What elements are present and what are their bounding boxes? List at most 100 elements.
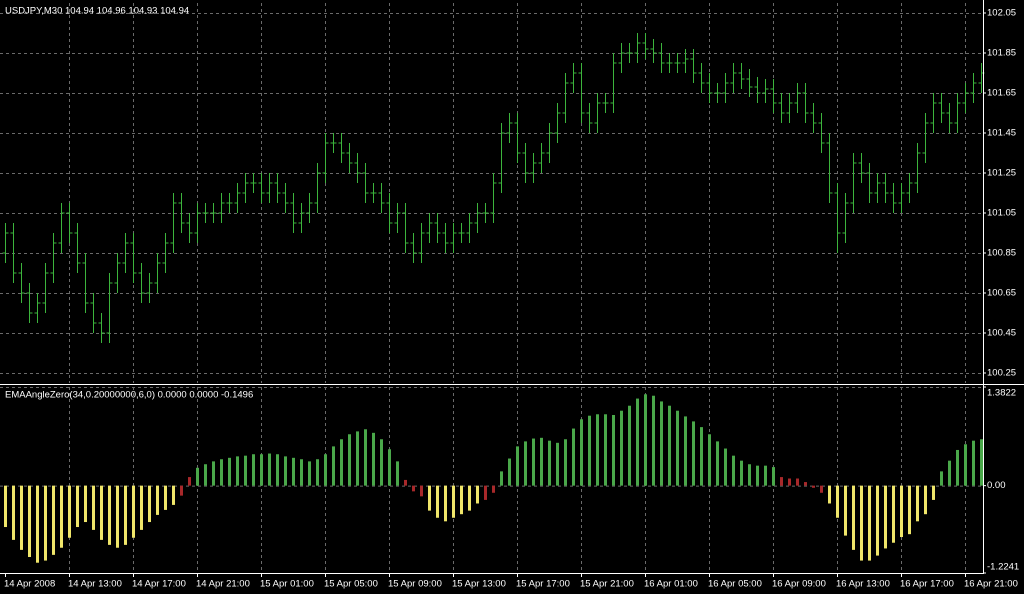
histogram-bar — [860, 485, 863, 561]
histogram-bar — [388, 449, 391, 486]
histogram-bar — [924, 485, 927, 515]
histogram-bar — [228, 457, 231, 486]
histogram-bar — [620, 410, 623, 486]
histogram-bar — [364, 429, 367, 486]
histogram-bar — [516, 446, 519, 486]
histogram-bar — [884, 485, 887, 549]
histogram-bar — [932, 485, 935, 500]
y-tick-label: -1.2241 — [987, 562, 1019, 573]
histogram-bar — [636, 398, 639, 486]
histogram-bar — [940, 471, 943, 486]
histogram-bar — [308, 461, 311, 486]
histogram-bar — [580, 419, 583, 486]
histogram-bar — [92, 485, 95, 530]
histogram-bar — [44, 485, 47, 561]
histogram-bar — [196, 467, 199, 486]
histogram-bar — [540, 437, 543, 486]
histogram-bar — [748, 464, 751, 486]
histogram-bar — [124, 485, 127, 545]
histogram-bar — [452, 485, 455, 518]
x-tick-label: 14 Apr 13:00 — [68, 579, 122, 590]
histogram-bar — [140, 485, 143, 530]
histogram-bar — [52, 485, 55, 555]
x-tick-label: 16 Apr 13:00 — [836, 579, 890, 590]
histogram-bar — [788, 478, 791, 486]
y-tick-label: 100.45 — [987, 328, 1016, 339]
histogram-bar — [4, 485, 7, 528]
histogram-bar — [964, 444, 967, 486]
x-tick-label: 15 Apr 05:00 — [324, 579, 378, 590]
histogram-bar — [468, 485, 471, 511]
histogram-bar — [428, 485, 431, 511]
histogram-bar — [948, 460, 951, 486]
histogram-bar — [532, 438, 535, 486]
y-tick-label: 101.45 — [987, 128, 1016, 139]
histogram-bar — [348, 434, 351, 486]
x-tick-label: 15 Apr 13:00 — [452, 579, 506, 590]
histogram-bar — [812, 485, 815, 488]
histogram-bar — [340, 439, 343, 486]
x-tick-label: 16 Apr 17:00 — [900, 579, 954, 590]
histogram-bar — [876, 485, 879, 556]
histogram-bar — [188, 477, 191, 486]
histogram-bar — [28, 485, 31, 558]
y-tick-label: 100.85 — [987, 248, 1016, 259]
y-tick-label: 1.3822 — [987, 388, 1016, 399]
y-tick-label: 100.25 — [987, 368, 1016, 379]
histogram-bar — [412, 485, 415, 492]
histogram-bar — [724, 448, 727, 486]
histogram-bar — [892, 485, 895, 543]
histogram-bar — [740, 460, 743, 486]
histogram-bar — [268, 453, 271, 486]
histogram-bar — [380, 439, 383, 486]
x-tick-label: 15 Apr 21:00 — [580, 579, 634, 590]
histogram-bar — [396, 461, 399, 486]
histogram-bar — [156, 485, 159, 515]
histogram-bar — [132, 485, 135, 538]
histogram-bar — [220, 459, 223, 486]
histogram-bar — [84, 485, 87, 523]
histogram-bar — [36, 485, 39, 563]
y-tick-label: 102.05 — [987, 8, 1016, 19]
histogram-bar — [252, 454, 255, 486]
histogram-bar — [100, 485, 103, 540]
histogram-bar — [324, 454, 327, 486]
histogram-bar — [652, 395, 655, 486]
indicator-title: EMAAngleZero(34,0.20000000,6,0) 0.0000 0… — [5, 390, 253, 401]
histogram-bar — [796, 478, 799, 486]
histogram-bar — [828, 485, 831, 504]
histogram-bar — [556, 442, 559, 486]
histogram-bar — [492, 485, 495, 493]
histogram-bar — [260, 454, 263, 486]
histogram-bar — [676, 410, 679, 486]
histogram-bar — [612, 414, 615, 486]
y-tick-label: 101.65 — [987, 88, 1016, 99]
histogram-bar — [956, 449, 959, 486]
histogram-bar — [180, 485, 183, 496]
histogram-bar — [148, 485, 151, 523]
histogram-bar — [684, 416, 687, 486]
histogram-bar — [436, 485, 439, 518]
mark-layer — [2, 12, 986, 577]
histogram-bar — [548, 440, 551, 486]
histogram-bar — [692, 421, 695, 486]
histogram-bar — [804, 482, 807, 486]
histogram-bar — [604, 414, 607, 486]
histogram-bar — [284, 456, 287, 486]
histogram-bar — [524, 441, 527, 486]
x-tick-label: 16 Apr 21:00 — [964, 579, 1018, 590]
histogram-bar — [332, 446, 335, 486]
x-tick-label: 16 Apr 05:00 — [708, 579, 762, 590]
x-tick-label: 14 Apr 2008 — [4, 579, 55, 590]
histogram-bar — [708, 434, 711, 486]
histogram-bar — [644, 394, 647, 486]
histogram-bar — [972, 440, 975, 486]
histogram-bar — [476, 485, 479, 504]
y-tick-label: 0.00 — [987, 480, 1006, 491]
histogram-bar — [732, 455, 735, 486]
x-tick-label: 15 Apr 01:00 — [260, 579, 314, 590]
histogram-bar — [420, 485, 423, 497]
